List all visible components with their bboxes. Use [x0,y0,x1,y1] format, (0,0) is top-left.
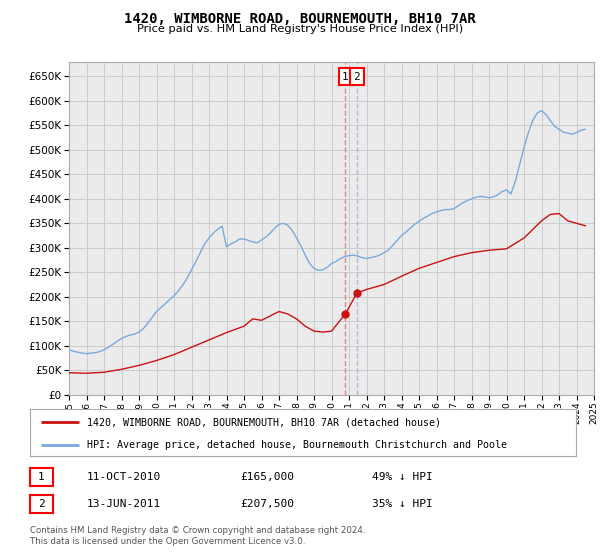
Text: Price paid vs. HM Land Registry's House Price Index (HPI): Price paid vs. HM Land Registry's House … [137,24,463,34]
Text: 1420, WIMBORNE ROAD, BOURNEMOUTH, BH10 7AR (detached house): 1420, WIMBORNE ROAD, BOURNEMOUTH, BH10 7… [88,417,442,427]
Text: 49% ↓ HPI: 49% ↓ HPI [372,472,433,482]
Text: HPI: Average price, detached house, Bournemouth Christchurch and Poole: HPI: Average price, detached house, Bour… [88,440,508,450]
Text: 13-JUN-2011: 13-JUN-2011 [87,499,161,509]
Text: 11-OCT-2010: 11-OCT-2010 [87,472,161,482]
Text: 1: 1 [342,72,349,82]
Text: 1: 1 [38,472,45,482]
Text: 2: 2 [38,499,45,509]
Text: £165,000: £165,000 [240,472,294,482]
Text: 1420, WIMBORNE ROAD, BOURNEMOUTH, BH10 7AR: 1420, WIMBORNE ROAD, BOURNEMOUTH, BH10 7… [124,12,476,26]
Text: £207,500: £207,500 [240,499,294,509]
Text: Contains HM Land Registry data © Crown copyright and database right 2024.
This d: Contains HM Land Registry data © Crown c… [30,526,365,546]
Text: 35% ↓ HPI: 35% ↓ HPI [372,499,433,509]
Text: 2: 2 [353,72,360,82]
